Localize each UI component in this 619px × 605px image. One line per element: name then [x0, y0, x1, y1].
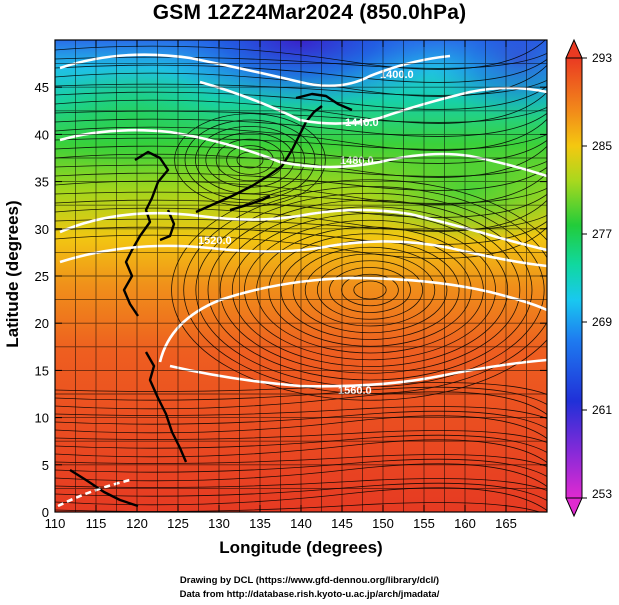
streamline	[55, 410, 547, 429]
x-tick-label: 120	[126, 516, 148, 531]
contour-label-1520: 1520.0	[198, 235, 232, 247]
streamline-swirl	[174, 113, 326, 207]
streamline-swirl	[292, 246, 448, 334]
y-tick-label: 35	[35, 175, 49, 190]
x-tick-label: 140	[290, 516, 312, 531]
streamline-swirl	[304, 253, 436, 327]
streamline	[55, 487, 547, 511]
y-tick-label: 0	[42, 505, 49, 520]
colorbar-max-arrow	[565, 38, 583, 59]
streamline	[55, 391, 547, 415]
colorbar-tick-label: 285	[592, 139, 612, 153]
streamline-swirl	[215, 138, 285, 182]
y-tick-label: 10	[35, 411, 49, 426]
x-tick-label: 145	[331, 516, 353, 531]
contour-label-1560: 1560.0	[338, 385, 372, 397]
y-tick-label: 25	[35, 269, 49, 284]
streamline-swirl	[207, 199, 533, 381]
contour-label-1400: 1400.0	[380, 69, 414, 81]
chart-title: GSM 12Z24Mar2024 (850.0hPa)	[152, 1, 467, 24]
colorbar-scale	[565, 57, 583, 499]
streamline-swirl	[184, 119, 316, 201]
streamline-swirl	[195, 192, 545, 388]
x-tick-label: 155	[413, 516, 435, 531]
streamline	[55, 133, 547, 150]
grid-lines	[54, 39, 548, 513]
y-tick-label: 5	[42, 458, 49, 473]
coastlines	[69, 92, 353, 508]
contour-label-1480: 1480.0	[340, 155, 374, 167]
streamline	[55, 430, 547, 443]
colorbar-ticks: 293 285 277 269 261 253	[582, 51, 612, 501]
streamline	[55, 119, 547, 151]
x-axis-label: Longitude (degrees)	[219, 538, 383, 557]
streamline	[55, 92, 547, 124]
streamline	[55, 59, 547, 83]
x-tick-label: 125	[167, 516, 189, 531]
x-tick-label: 135	[249, 516, 271, 531]
streamline	[55, 415, 547, 439]
streamline	[55, 52, 547, 69]
y-axis: 0 5 10 15 20 25 30 35 40 45	[35, 80, 547, 520]
streamline	[55, 386, 547, 405]
colorbar-tick-label: 269	[592, 315, 612, 329]
colorbar-tick-label: 293	[592, 51, 612, 65]
streamline	[55, 167, 547, 191]
streamline-swirl	[353, 280, 387, 300]
streamline	[55, 454, 547, 467]
x-tick-label: 160	[454, 516, 476, 531]
streamline	[55, 434, 547, 453]
streamline	[55, 227, 547, 259]
y-axis-label: Latitude (degrees)	[3, 200, 22, 348]
streamline-swirl	[316, 260, 424, 320]
streamline	[55, 160, 547, 177]
contour-label-1440: 1440.0	[345, 117, 379, 129]
streamline-swirl	[219, 206, 521, 374]
streamline	[55, 214, 547, 231]
x-tick-label: 165	[495, 516, 517, 531]
streamline	[55, 113, 547, 137]
temperature-field: 1400.0 1440.0 1480.0 1520.0 1560.0	[55, 40, 547, 512]
colorbar-min-arrow	[565, 497, 583, 518]
streamline	[55, 40, 546, 70]
y-tick-label: 20	[35, 316, 49, 331]
streamline-swirl	[268, 233, 472, 347]
streamline	[55, 86, 547, 110]
streamline	[55, 146, 547, 178]
streamline	[55, 200, 547, 232]
x-tick-label: 150	[372, 516, 394, 531]
streamline	[55, 463, 547, 487]
x-tick-label: 115	[86, 516, 107, 531]
y-tick-label: 30	[35, 222, 49, 237]
y-tick-label: 15	[35, 363, 49, 378]
x-tick-label: 130	[208, 516, 230, 531]
streamline	[55, 79, 547, 96]
streamline	[55, 406, 547, 419]
credit-drawing: Drawing by DCL (https://www.gfd-dennou.o…	[179, 575, 440, 586]
y-tick-label: 40	[35, 127, 49, 142]
colorbar-tick-label: 253	[592, 487, 612, 501]
colorbar-tick-label: 277	[592, 227, 612, 241]
streamline	[55, 478, 547, 491]
streamline	[55, 439, 547, 463]
y-tick-label: 45	[35, 80, 49, 95]
streamline-swirl	[329, 267, 411, 313]
colorbar-tick-label: 261	[592, 403, 612, 417]
colorbar: 293 285 277 269 261 253	[565, 38, 612, 518]
streamline-swirl	[171, 179, 547, 401]
streamline	[55, 458, 547, 477]
streamline	[55, 187, 547, 204]
credit-data-source: Data from http://database.rish.kyoto-u.a…	[179, 589, 440, 600]
x-axis: 110 115 120 125 130 135 140 145 150 155 160 165	[45, 40, 517, 531]
streamline-swirl	[244, 219, 496, 361]
x-tick-label: 110	[45, 516, 66, 531]
